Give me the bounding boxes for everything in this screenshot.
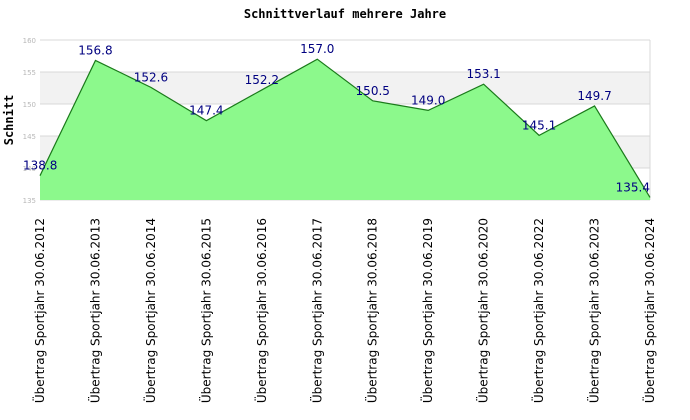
data-label: 149.7: [577, 89, 611, 103]
y-tick-label: 155: [23, 69, 36, 77]
data-labels: 138.8 156.8 152.6 147.4 152.2 157.0 150.5 149.0…: [23, 42, 650, 194]
data-label: 152.2: [245, 73, 279, 87]
x-tick-label: Übertrag Sportjahr 30.06.2024: [641, 218, 657, 403]
series-line: [39, 58, 651, 198]
data-label: 152.6: [134, 70, 168, 84]
x-tick-label: Übertrag Sportjahr 30.06.2017: [308, 218, 324, 403]
y-tick-label: 145: [23, 133, 36, 141]
x-tick-label: Übertrag Sportjahr 30.06.2020: [475, 218, 491, 403]
y-tick-label: 150: [23, 101, 36, 109]
x-tick-label: Übertrag Sportjahr 30.06.2019: [419, 218, 435, 403]
chart-title: Schnittverlauf mehrere Jahre: [244, 7, 446, 21]
y-axis-ticks: 135 140 145 150 155 160: [23, 37, 36, 205]
data-label: 153.1: [466, 67, 500, 81]
y-tick-label: 160: [23, 37, 36, 45]
y-tick-label: 135: [23, 197, 36, 205]
area-fill: [40, 59, 650, 201]
x-tick-label: Übertrag Sportjahr 30.06.2018: [364, 218, 380, 403]
grid-band: [40, 40, 650, 72]
y-axis-label: Schnitt: [2, 95, 16, 146]
data-label: 156.8: [78, 43, 112, 57]
x-tick-label: Übertrag Sportjahr 30.06.2013: [86, 218, 102, 403]
x-tick-label: Übertrag Sportjahr 30.06.2022: [530, 218, 546, 403]
x-tick-label: Übertrag Sportjahr 30.06.2015: [197, 218, 213, 403]
data-label: 150.5: [356, 84, 390, 98]
x-tick-label: Übertrag Sportjahr 30.06.2012: [31, 218, 47, 403]
y-tick-label: 140: [23, 165, 36, 173]
data-label: 157.0: [300, 42, 334, 56]
x-axis-ticks: Übertrag Sportjahr 30.06.2012 Übertrag Sp…: [31, 218, 657, 403]
x-tick-label: Übertrag Sportjahr 30.06.2016: [253, 218, 269, 403]
data-label: 147.4: [189, 104, 223, 118]
data-label: 135.4: [616, 180, 650, 194]
data-label: 145.1: [522, 118, 556, 132]
x-tick-label: Übertrag Sportjahr 30.06.2014: [142, 218, 158, 403]
x-tick-label: Übertrag Sportjahr 30.06.2023: [586, 218, 602, 403]
data-label: 149.0: [411, 93, 445, 107]
data-label: 138.8: [23, 159, 57, 173]
